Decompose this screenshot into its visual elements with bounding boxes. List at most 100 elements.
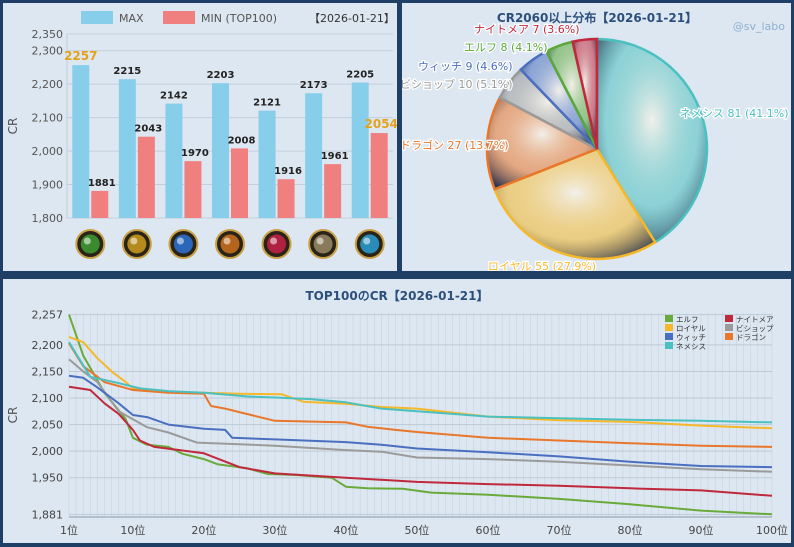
- x-tick-label: 10位: [120, 523, 145, 537]
- class-icon: [80, 234, 100, 254]
- x-tick-label: 50位: [404, 523, 429, 537]
- category-group: ビショップ21731961: [300, 80, 349, 259]
- bar-max: [118, 79, 136, 218]
- y-tick-label: 2,200: [32, 339, 64, 352]
- pie-label: ネメシス 81 (41.1%): [680, 107, 789, 120]
- chart-date: 【2026-01-21】: [309, 12, 395, 25]
- category-group: ネメシス22052054: [346, 70, 398, 259]
- pie-label: ロイヤル 55 (27.9%): [488, 260, 596, 271]
- data-label: 2257: [64, 49, 97, 63]
- category-group: ロイヤル22152043: [113, 66, 162, 259]
- series-line: [68, 358, 773, 473]
- bar-min: [91, 190, 109, 218]
- x-tick-label: 80位: [617, 523, 642, 537]
- legend-swatch: [665, 342, 673, 349]
- bar-max: [72, 65, 90, 218]
- class-icon: [267, 234, 287, 254]
- pie-label: ウィッチ 9 (4.6%): [418, 60, 513, 73]
- class-icon-glint: [363, 237, 371, 245]
- legend-label: ビショップ: [736, 324, 774, 333]
- legend-label: エルフ: [676, 315, 699, 324]
- legend: MAX MIN (TOP100): [81, 11, 277, 25]
- max-min-panel: MAX MIN (TOP100) 【2026-01-21】 1,800 1,900 2,0…: [3, 3, 398, 271]
- legend-label: ナイトメア: [736, 315, 774, 324]
- legend-label: MAX: [119, 12, 144, 25]
- class-icon-glint: [83, 237, 91, 245]
- pie-label: ドラゴン 27 (13.7%): [402, 138, 509, 152]
- y-tick-label: 2,000: [32, 145, 64, 158]
- top100-panel: TOP100のCR【2026-01-21】 CR 1,881 1,950 2,000 2,…: [3, 279, 791, 543]
- data-label: 2205: [346, 70, 374, 81]
- class-icon-glint: [223, 237, 231, 245]
- data-label: 2054: [365, 117, 397, 131]
- bar-max: [212, 83, 229, 218]
- series-line: [68, 342, 773, 448]
- bar-min: [231, 148, 248, 218]
- bar-max: [351, 82, 369, 218]
- bar-min: [370, 133, 388, 218]
- category-group: エルフ22571881: [64, 49, 116, 259]
- y-tick-label: 2,050: [32, 419, 64, 432]
- legend-label: ネメシス: [676, 342, 706, 351]
- pie-slice: [485, 95, 600, 191]
- category-group: ウィッチ21421970: [160, 91, 209, 259]
- data-label: 2043: [134, 124, 162, 135]
- legend-label: ウィッチ: [676, 333, 706, 342]
- legend-swatch: [725, 333, 733, 340]
- x-tick-label: 1位: [60, 523, 78, 537]
- legend-swatch: [725, 324, 733, 331]
- pie-label: ビショップ 10 (5.1%): [402, 78, 513, 91]
- class-icon: [220, 234, 240, 254]
- class-icon: [127, 234, 147, 254]
- line-title: TOP100のCR【2026-01-21】: [305, 288, 488, 303]
- legend-swatch: [163, 11, 195, 24]
- y-tick-label: 1,881: [32, 508, 64, 521]
- legend-swatch: [81, 11, 113, 24]
- watermark: @sv_labo: [733, 20, 786, 33]
- x-tick-label: 60位: [475, 523, 500, 537]
- y-tick-label: 2,000: [32, 445, 64, 458]
- category-group: ドラゴン22032008: [207, 70, 255, 259]
- y-tick-label: 2,100: [32, 112, 64, 125]
- y-axis-label: CR: [6, 118, 20, 135]
- class-icon: [313, 234, 333, 254]
- top100-line-chart: TOP100のCR【2026-01-21】 CR 1,881 1,950 2,000 2,…: [6, 288, 788, 537]
- pie-slice: [493, 147, 657, 261]
- class-icon-glint: [316, 237, 324, 245]
- class-icon: [173, 234, 193, 254]
- distribution-pie-chart: CR2060以上分布【2026-01-21】 @sv_labo ネメシス 81 (4…: [399, 10, 790, 274]
- series-line: [68, 314, 773, 516]
- bar-max: [165, 103, 183, 218]
- legend-swatch: [725, 315, 733, 322]
- series-line: [68, 341, 773, 424]
- x-tick-label: 20位: [191, 523, 216, 537]
- legend-swatch: [665, 324, 673, 331]
- bar-min: [184, 161, 202, 218]
- data-label: 1916: [274, 166, 302, 177]
- x-tick-label: 40位: [333, 523, 358, 537]
- legend-label: ドラゴン: [736, 332, 766, 342]
- y-tick-label: 2,200: [32, 78, 64, 91]
- y-tick-label: 2,257: [32, 309, 64, 322]
- series-line: [68, 335, 773, 430]
- data-label: 2142: [160, 91, 188, 102]
- category-group: ナイトメア21211916: [253, 98, 302, 259]
- x-tick-label: 70位: [546, 523, 571, 537]
- y-tick-label: 1,900: [32, 179, 64, 192]
- y-tick-label: 1,950: [32, 472, 64, 485]
- class-icon-glint: [130, 237, 138, 245]
- data-label: 1881: [88, 178, 116, 189]
- legend-swatch: [665, 333, 673, 340]
- pie-label: エルフ 8 (4.1%): [464, 41, 548, 54]
- legend-label: MIN (TOP100): [201, 12, 277, 25]
- bar-max: [258, 110, 276, 218]
- pie-title: CR2060以上分布【2026-01-21】: [497, 10, 697, 25]
- legend-label: ロイヤル: [676, 324, 706, 333]
- data-label: 1961: [321, 151, 349, 162]
- data-label: 2203: [207, 70, 235, 81]
- data-label: 1970: [181, 148, 209, 159]
- legend-swatch: [665, 315, 673, 322]
- pie-label: ナイトメア 7 (3.6%): [474, 23, 580, 36]
- bar-min: [277, 179, 295, 218]
